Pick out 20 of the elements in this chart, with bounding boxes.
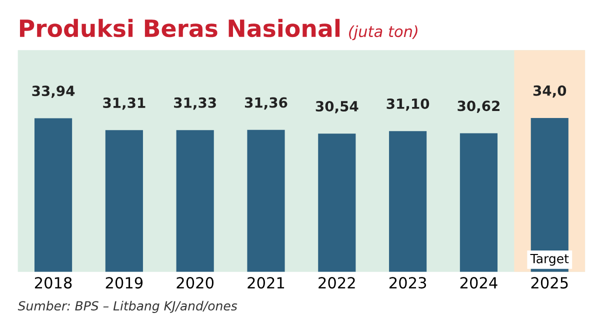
chart-subtitle: (juta ton) — [349, 25, 418, 40]
band-label: Target — [530, 254, 569, 266]
x-tick-label: 2025 — [531, 277, 568, 289]
x-tick-label: 2021 — [248, 277, 284, 289]
x-tick-label: 2018 — [34, 277, 72, 289]
data-label: 31,33 — [174, 97, 216, 110]
x-tick-label: 2020 — [176, 277, 214, 289]
x-tick-label: 2022 — [318, 277, 355, 289]
data-label: 33,94 — [32, 86, 75, 98]
data-label: 30,62 — [458, 100, 500, 113]
data-label: 30,54 — [316, 101, 358, 114]
data-label: 31,31 — [103, 98, 146, 110]
x-tick-label: 2019 — [106, 277, 143, 289]
chart-title: Produksi Beras Nasional — [20, 18, 340, 38]
data-label: 31,10 — [386, 98, 430, 111]
x-tick-label: 2023 — [389, 277, 426, 289]
text: Sumber: BPS – Litbang KJ/and/ones — [18, 300, 238, 313]
data-label: 31,36 — [244, 97, 288, 110]
data-label: 34,0 — [533, 85, 566, 98]
x-tick-label: 2024 — [460, 277, 498, 289]
